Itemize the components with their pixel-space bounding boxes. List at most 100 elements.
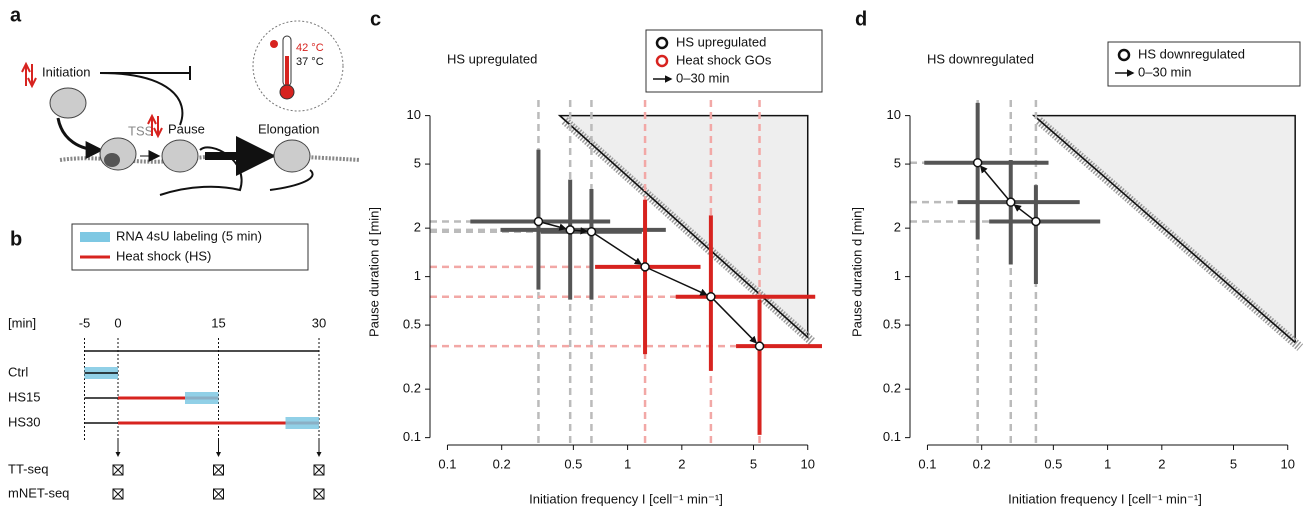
polymerase-core <box>104 153 120 167</box>
up-arrow <box>147 113 157 136</box>
legend-label: Heat shock (HS) <box>116 248 211 263</box>
legend-label: 0–30 min <box>1138 64 1191 79</box>
x-tick-label: 0.2 <box>493 456 511 471</box>
labeling <box>285 417 319 429</box>
sample-cross <box>313 464 325 476</box>
feedback-curve <box>99 72 184 126</box>
x-tick-label: 0.5 <box>1044 456 1062 471</box>
y-tick-label: 0.1 <box>403 429 421 444</box>
trajectory-arrow <box>1013 204 1034 220</box>
sample-box <box>213 488 224 500</box>
panel-letter: d <box>855 8 867 30</box>
y-tick-label: 2 <box>894 220 901 235</box>
sample-box <box>313 464 325 476</box>
panel-letter: c <box>370 8 381 30</box>
sample-box <box>213 464 224 476</box>
x-axis-label: Initiation frequency I [cell⁻¹ min⁻¹] <box>529 491 723 506</box>
rna <box>269 169 314 191</box>
x-tick-label: 5 <box>1230 456 1237 471</box>
trajectory-arrow <box>648 267 708 296</box>
y-tick-label: 1 <box>414 268 421 283</box>
legend-marker <box>1117 48 1131 62</box>
x-tick-label: 0.1 <box>918 456 936 471</box>
x-tick-label: 2 <box>678 456 685 471</box>
plot: 0.1 0.2 0.5 1 2 5 10 0.1 0.2 0.5 1 2 5 10 HS downregul… <box>849 41 1304 506</box>
boundary <box>1033 115 1296 344</box>
time-tick-label: 30 <box>312 315 326 330</box>
label: 42 °C <box>296 42 324 54</box>
y-tick-label: 0.2 <box>883 381 901 396</box>
x-tick-label: 2 <box>1158 456 1165 471</box>
legend-box <box>1107 41 1301 87</box>
point <box>586 226 597 237</box>
panel-letter: a <box>10 4 22 26</box>
point <box>565 225 575 235</box>
x-tick-label: 0.5 <box>564 456 582 471</box>
panel-letter: b <box>10 228 22 250</box>
point <box>754 341 765 351</box>
legend-label: Heat shock GOs <box>676 52 772 67</box>
trajectory-arrow <box>542 221 567 231</box>
x-tick-label: 1 <box>624 456 631 471</box>
legend-box <box>71 223 309 271</box>
legend-swatch <box>80 232 110 242</box>
sample-cross <box>213 488 224 500</box>
trajectory-arrow <box>574 227 588 235</box>
x-tick-label: 5 <box>750 456 757 471</box>
row-label: Ctrl <box>8 364 28 379</box>
label: Initiation <box>42 64 90 79</box>
polymerase <box>49 87 87 119</box>
up-arrow <box>21 61 31 86</box>
sample-cross <box>313 488 325 500</box>
plot: 0.1 0.2 0.5 1 2 5 10 0.1 0.2 0.5 1 2 5 10 HS upregulat… <box>366 29 823 506</box>
readout-label: TT-seq <box>8 461 48 476</box>
sun <box>270 40 278 48</box>
label: TSS <box>128 123 154 138</box>
thermo-bulb <box>279 84 295 100</box>
y-axis-label: Pause duration d [min] <box>366 207 381 337</box>
boundary <box>559 115 809 338</box>
sample-box <box>112 488 124 500</box>
point <box>1031 216 1041 227</box>
legend-label: RNA 4sU labeling (5 min) <box>116 228 262 243</box>
point <box>706 291 716 302</box>
diagram: Initiation TSS Pause Elongation 42 °C 37… <box>21 20 361 196</box>
labeling <box>185 392 219 404</box>
legend-marker <box>655 36 669 50</box>
label: Elongation <box>258 121 319 136</box>
x-tick-label: 0.1 <box>438 456 456 471</box>
thermo-level <box>285 56 289 88</box>
y-tick-label: 10 <box>407 107 421 122</box>
label: Pause <box>168 121 205 136</box>
down-arrow <box>153 116 163 139</box>
time-tick-label: 0 <box>114 315 121 330</box>
plot-area <box>430 100 822 445</box>
recruit-arrow <box>56 117 104 159</box>
y-tick-label: 10 <box>887 107 901 122</box>
y-tick-label: 5 <box>414 156 421 171</box>
x-tick-label: 10 <box>1280 456 1294 471</box>
unit: [min] <box>8 315 36 330</box>
rna <box>159 146 243 196</box>
legend-box <box>645 29 823 93</box>
legend-label: HS upregulated <box>676 34 766 49</box>
y-tick-label: 5 <box>894 156 901 171</box>
down-arrow <box>27 64 37 89</box>
x-axis-label: Initiation frequency I [cell⁻¹ min⁻¹] <box>1008 491 1202 506</box>
sample-box <box>313 488 325 500</box>
sample-box <box>112 464 124 476</box>
polymerase <box>273 139 311 173</box>
legend-label: 0–30 min <box>676 70 729 85</box>
y-tick-label: 0.5 <box>403 317 421 332</box>
y-tick-label: 0.5 <box>883 317 901 332</box>
trajectory-arrow <box>713 299 758 344</box>
y-tick-label: 1 <box>894 268 901 283</box>
time-tick-label: -5 <box>79 315 91 330</box>
point <box>640 262 650 272</box>
x-tick-label: 0.2 <box>973 456 991 471</box>
legend-marker <box>655 54 669 68</box>
point <box>972 157 983 168</box>
readout-label: mNET-seq <box>8 485 69 500</box>
time-tick-label: 15 <box>211 315 225 330</box>
